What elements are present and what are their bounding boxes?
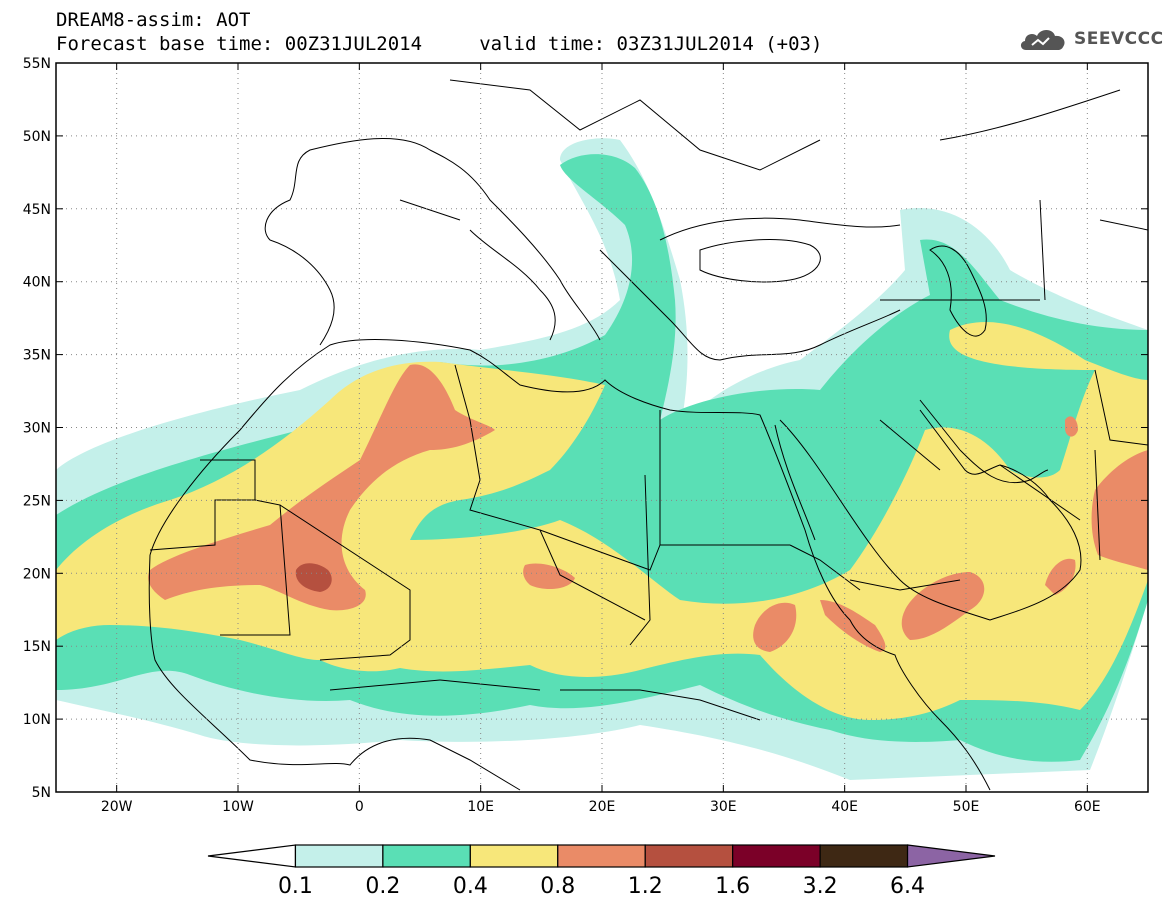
colorbar-label: 0.4	[453, 874, 488, 899]
lat-tick-label: 35N	[23, 348, 51, 364]
aot-band-orange-oman	[1045, 558, 1076, 595]
colorbar: 0.1 0.2 0.4 0.8 1.2 1.6 3.2 6.4	[207, 844, 996, 899]
lon-tick-label: 20W	[101, 799, 133, 815]
colorbar-label: 0.1	[278, 874, 313, 899]
lon-tick-label: 30E	[710, 799, 737, 815]
colorbar-arrow-low	[207, 844, 297, 868]
colorbar-label: 0.8	[540, 874, 575, 899]
aot-band-orange-yemen	[820, 600, 886, 652]
colorbar-label: 0.2	[365, 874, 400, 899]
aot-band-orange-arabia	[901, 572, 985, 640]
colorbar-label: 6.4	[890, 874, 925, 899]
lat-tick-label: 15N	[23, 639, 51, 655]
aot-band-orange-central	[523, 563, 575, 590]
colorbar-segment	[732, 844, 821, 868]
lon-tick-label: 10E	[467, 799, 494, 815]
aot-band-orange-west	[148, 364, 495, 611]
map-title: DREAM8-assim: AOT	[56, 9, 251, 31]
lat-tick-label: 55N	[23, 56, 51, 72]
colorbar-segment	[382, 844, 471, 868]
colorbar-arrow-high	[906, 844, 996, 868]
colorbar-segment	[469, 844, 559, 868]
lat-tick-label: 10N	[23, 712, 51, 728]
colorbar-segment	[644, 844, 734, 868]
forecast-times: Forecast base time: 00Z31JUL2014 valid t…	[56, 33, 823, 55]
aot-band-red	[295, 563, 332, 592]
aot-field	[56, 138, 1148, 780]
lat-tick-label: 25N	[23, 493, 51, 509]
colorbar-segment	[294, 844, 384, 868]
aot-band-orange-iran	[1065, 416, 1078, 437]
lon-tick-label: 50E	[953, 799, 980, 815]
graticule	[56, 63, 1148, 792]
coastlines-and-borders	[148, 79, 1148, 791]
lon-tick-label: 20E	[589, 799, 616, 815]
aot-band-orange-east	[1091, 450, 1148, 570]
brand-logo: SEEVCCC	[1018, 24, 1164, 54]
lon-tick-label: 40E	[831, 799, 858, 815]
brand-text: SEEVCCC	[1074, 29, 1164, 49]
lat-tick-label: 30N	[23, 421, 51, 437]
lon-tick-label: 60E	[1074, 799, 1101, 815]
colorbar-label: 1.6	[715, 874, 750, 899]
colorbar-segment	[557, 844, 646, 868]
lat-tick-label: 40N	[23, 275, 51, 291]
axis-ticks: 55N 50N 45N 40N 35N 30N 25N 20N 15N 10N 5N 20W 10W 0 1…	[23, 56, 1148, 815]
colorbar-label: 1.2	[628, 874, 663, 899]
lat-tick-label: 5N	[32, 785, 51, 801]
colorbar-segment	[819, 844, 909, 868]
lon-tick-label: 0	[355, 799, 364, 815]
lon-tick-label: 10W	[222, 799, 254, 815]
lat-tick-label: 45N	[23, 202, 51, 218]
colorbar-label: 3.2	[803, 874, 838, 899]
aot-band-orange-sudan	[753, 602, 797, 652]
lat-tick-label: 50N	[23, 129, 51, 145]
lat-tick-label: 20N	[23, 566, 51, 582]
cloud-icon	[1020, 30, 1065, 50]
aot-band-yellow	[56, 321, 1148, 720]
